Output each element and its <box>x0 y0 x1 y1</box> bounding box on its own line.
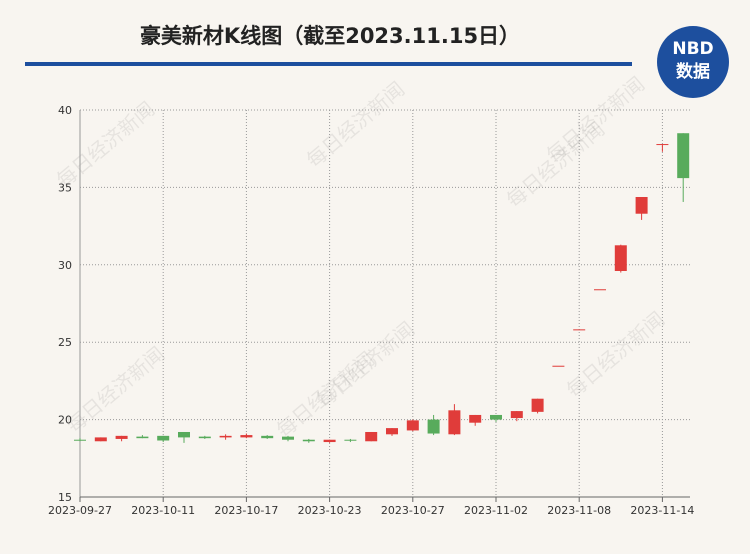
candle-body <box>677 133 690 179</box>
y-tick-label: 15 <box>58 491 72 504</box>
x-tick-label: 2023-11-08 <box>547 504 611 517</box>
watermark: 每日经济新闻 <box>62 342 169 438</box>
x-tick-label: 2023-10-27 <box>381 504 445 517</box>
candle-body <box>365 431 378 442</box>
x-tick-label: 2023-11-14 <box>630 504 694 517</box>
x-tick-label: 2023-10-11 <box>131 504 195 517</box>
candle-body <box>510 411 523 419</box>
x-tick-label: 2023-10-17 <box>214 504 278 517</box>
logo-top: NBD <box>672 39 713 59</box>
candle-body <box>656 144 669 146</box>
candle-body <box>531 398 544 412</box>
candle-body <box>115 435 128 439</box>
candle-body <box>614 245 627 271</box>
candle-body <box>406 420 419 431</box>
candle-body <box>344 439 357 441</box>
watermark: 每日经济新闻 <box>302 77 409 173</box>
y-tick-label: 25 <box>58 336 72 349</box>
y-tick-label: 40 <box>58 104 72 117</box>
candle-body <box>261 435 274 439</box>
x-tick-label: 2023-11-02 <box>464 504 528 517</box>
watermark: 每日经济新闻 <box>562 307 669 403</box>
chart-title: 豪美新材K线图（截至2023.11.15日） <box>140 24 520 48</box>
candle-body <box>552 365 565 367</box>
logo-circle <box>657 26 729 98</box>
candle-body <box>448 410 461 435</box>
x-tick-label: 2023-10-23 <box>298 504 362 517</box>
title-rule <box>25 62 632 66</box>
watermark: 每日经济新闻 <box>272 347 379 443</box>
y-tick-label: 20 <box>58 414 72 427</box>
candle-body <box>573 329 586 331</box>
candle-body <box>427 419 440 434</box>
candle-body <box>74 439 86 441</box>
watermark: 每日经济新闻 <box>502 117 609 213</box>
candle-body <box>240 435 253 438</box>
y-tick-label: 30 <box>58 259 72 272</box>
candle-body <box>178 431 190 438</box>
candle-body <box>490 414 502 420</box>
candle-body <box>635 196 648 214</box>
candle-body <box>302 439 315 442</box>
candle-body <box>94 437 107 442</box>
candle-body <box>157 435 170 441</box>
candle-body <box>594 289 606 291</box>
x-tick-label: 2023-09-27 <box>48 504 112 517</box>
candle-body <box>136 436 149 439</box>
candle-body <box>323 439 336 443</box>
candle-body <box>469 414 482 423</box>
candle-body <box>386 428 398 435</box>
plot: 15 20 25 30 35 40 2023-09-27 2023-10-11 2023-10-… <box>48 104 694 517</box>
candle-body <box>219 435 232 438</box>
y-tick-label: 35 <box>58 181 72 194</box>
candle-body <box>282 436 294 440</box>
logo-bottom: 数据 <box>676 61 710 82</box>
candle-body <box>198 436 211 439</box>
